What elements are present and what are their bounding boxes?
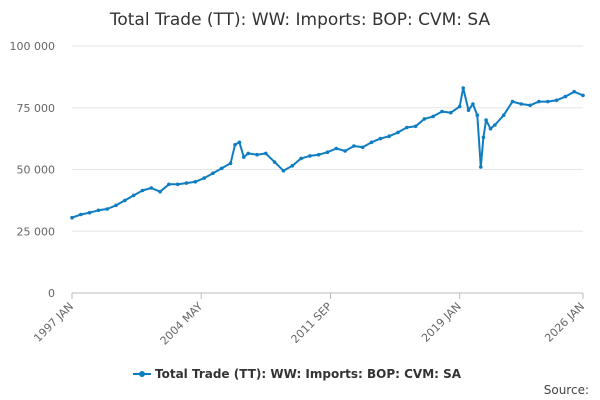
chart-title: Total Trade (TT): WW: Imports: BOP: CVM:…	[109, 10, 491, 30]
data-point[interactable]	[581, 93, 585, 98]
x-tick-label: 2004 MAY	[158, 300, 206, 348]
data-point[interactable]	[290, 164, 295, 168]
data-point[interactable]	[237, 140, 242, 145]
data-point[interactable]	[70, 215, 74, 220]
data-point[interactable]	[114, 203, 118, 208]
data-point[interactable]	[501, 113, 506, 117]
data-point[interactable]	[396, 130, 400, 135]
source-label: Source:	[544, 383, 589, 397]
data-point[interactable]	[488, 126, 493, 131]
x-tick-label: 2011 SEP	[289, 300, 335, 346]
data-point[interactable]	[572, 89, 576, 94]
data-point[interactable]	[457, 104, 462, 109]
data-point[interactable]	[387, 134, 392, 138]
y-tick-label: 75 000	[17, 102, 56, 115]
data-point[interactable]	[481, 135, 486, 140]
y-tick-label: 0	[48, 287, 55, 300]
data-point[interactable]	[149, 186, 154, 190]
data-point[interactable]	[79, 212, 83, 217]
data-point[interactable]	[87, 210, 92, 215]
data-point[interactable]	[228, 161, 233, 166]
x-tick-label: 2019 JAN	[419, 300, 464, 345]
data-point[interactable]	[563, 94, 568, 99]
data-point[interactable]	[461, 86, 466, 90]
data-point[interactable]	[96, 208, 101, 213]
data-point[interactable]	[449, 110, 453, 115]
data-point[interactable]	[202, 176, 206, 180]
data-point[interactable]	[343, 149, 347, 153]
data-point[interactable]	[378, 136, 383, 141]
data-point[interactable]	[233, 143, 237, 147]
y-tick-label: 100 000	[10, 40, 56, 53]
legend-label: Total Trade (TT): WW: Imports: BOP: CVM:…	[155, 367, 462, 381]
data-point[interactable]	[484, 118, 488, 122]
data-point[interactable]	[140, 188, 145, 193]
y-tick-label: 50 000	[17, 164, 56, 177]
x-tick-label: 1997 JAN	[31, 300, 76, 345]
x-tick-label: 2026 JAN	[542, 300, 587, 345]
data-point[interactable]	[220, 166, 224, 171]
data-point[interactable]	[105, 207, 109, 211]
data-point[interactable]	[479, 165, 483, 169]
data-point[interactable]	[184, 181, 189, 185]
data-point[interactable]	[510, 99, 515, 104]
data-point[interactable]	[131, 193, 136, 198]
data-point[interactable]	[440, 109, 444, 114]
data-point[interactable]	[242, 155, 246, 159]
data-point[interactable]	[334, 146, 339, 151]
data-point[interactable]	[519, 102, 524, 106]
data-point[interactable]	[325, 150, 330, 154]
data-point[interactable]	[211, 171, 215, 175]
data-point[interactable]	[246, 151, 250, 156]
data-point[interactable]	[554, 98, 559, 103]
data-point[interactable]	[308, 154, 312, 158]
data-point[interactable]	[369, 140, 374, 145]
data-point[interactable]	[158, 189, 162, 194]
data-point[interactable]	[299, 156, 303, 161]
data-point[interactable]	[175, 182, 180, 187]
data-point[interactable]	[281, 168, 286, 173]
data-point[interactable]	[316, 152, 321, 157]
data-point[interactable]	[493, 123, 497, 127]
data-point[interactable]	[422, 117, 427, 121]
data-point[interactable]	[255, 152, 259, 157]
legend-marker-icon	[139, 371, 145, 377]
data-point[interactable]	[475, 113, 480, 117]
data-point[interactable]	[528, 103, 532, 108]
data-point[interactable]	[352, 144, 356, 148]
data-point[interactable]	[471, 102, 475, 106]
y-tick-label: 25 000	[17, 225, 56, 238]
data-point[interactable]	[466, 108, 471, 112]
data-point[interactable]	[193, 180, 198, 184]
data-point[interactable]	[546, 99, 550, 104]
data-point[interactable]	[405, 125, 409, 130]
data-point[interactable]	[360, 145, 365, 150]
data-point[interactable]	[167, 182, 171, 187]
data-point[interactable]	[272, 160, 277, 164]
data-point[interactable]	[413, 124, 418, 129]
data-point[interactable]	[123, 198, 127, 203]
legend[interactable]: Total Trade (TT): WW: Imports: BOP: CVM:…	[133, 367, 462, 381]
data-point[interactable]	[431, 114, 436, 119]
data-point[interactable]	[537, 99, 541, 104]
data-point[interactable]	[264, 151, 268, 156]
